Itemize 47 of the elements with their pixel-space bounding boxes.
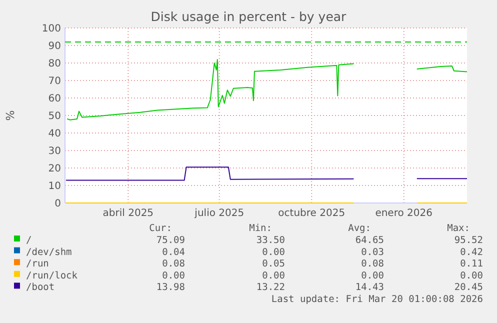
legend-label: / (26, 235, 32, 246)
text: 0.00 (262, 270, 286, 282)
x-tick-label: julio 2025 (194, 208, 244, 219)
y-tick-label: 10 (48, 181, 61, 192)
text: Avg: (348, 223, 371, 234)
text: Max: (447, 223, 470, 234)
text: 0.42 (460, 246, 483, 258)
text: 0.08 (162, 258, 186, 270)
y-tick-label: 50 (48, 111, 61, 122)
y-tick-label: 30 (48, 146, 61, 157)
y-tick-label: 40 (48, 128, 61, 140)
y-tick-label: 60 (48, 94, 61, 104)
text: 14.43 (355, 282, 384, 294)
text: 0.00 (162, 270, 186, 282)
x-tick-label: enero 2026 (375, 208, 432, 219)
text: 0.04 (162, 246, 186, 258)
x-tick-label: octubre 2025 (278, 208, 346, 219)
text: 0.00 (262, 246, 286, 258)
text: 75.09 (156, 235, 186, 246)
y-axis-title: % (4, 110, 17, 121)
y-tick-label: 70 (48, 76, 61, 87)
legend-label: /dev/shm (26, 246, 72, 258)
chart-title: Disk usage in percent - by year (150, 9, 348, 24)
text: 0.05 (262, 258, 285, 270)
text: 95.52 (454, 235, 483, 246)
y-tick-label: 100 (42, 24, 61, 34)
text: 0.08 (361, 258, 384, 270)
text: Min: (249, 223, 272, 234)
text: 0.03 (361, 246, 384, 258)
y-tick-label: 80 (48, 58, 61, 70)
text: 0.00 (460, 270, 484, 282)
text: 13.98 (156, 282, 186, 294)
text: Last update: Fri Mar 20 01:00:08 2026 (271, 294, 484, 305)
x-tick-label: abril 2025 (102, 208, 154, 219)
text: 64.65 (355, 235, 384, 246)
text: 33.50 (256, 235, 286, 246)
legend-label: /run (26, 258, 49, 270)
text: 20.45 (454, 282, 483, 294)
y-tick-label: 90 (48, 41, 61, 52)
text: 0.11 (460, 258, 484, 270)
text: Cur: (149, 223, 172, 234)
text: 13.22 (256, 282, 285, 294)
y-tick-label: 20 (48, 164, 61, 174)
text: 0.00 (361, 270, 384, 282)
legend-label: /boot (26, 282, 55, 294)
y-tick-label: 0 (54, 198, 61, 210)
legend-label: /run/lock (26, 270, 78, 282)
